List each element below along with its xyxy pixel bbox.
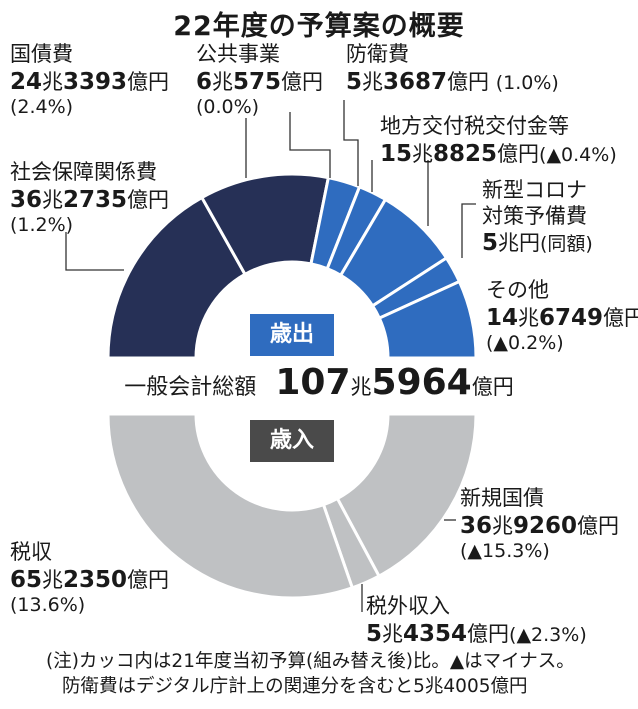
footnote: (注)カッコ内は21年度当初予算(組み替え後)比。▲はマイナス。 防衛費はデジタ… — [46, 650, 575, 700]
label-boei: 防衛費 5兆3687億円 (1.0%) — [346, 42, 559, 95]
total-label: 一般会計総額 — [124, 375, 257, 400]
label-kokusaihi: 国債費 24兆3393億円 (2.4%) — [10, 42, 170, 118]
leader-line-2 — [289, 112, 331, 178]
label-shinki: 新規国債 36兆9260億円 (▲15.3%) — [460, 486, 620, 562]
leader-line-6 — [461, 203, 476, 258]
revenue-slice-1 — [335, 412, 478, 579]
expenditure-slice-1 — [106, 195, 248, 360]
revenue-slice-3 — [106, 412, 355, 600]
footnote-line-1: (注)カッコ内は21年度当初予算(組み替え後)比。▲はマイナス。 — [46, 651, 575, 672]
leader-line-7 — [65, 232, 124, 271]
revenue-badge: 歳入 — [250, 420, 334, 462]
chart-title: 22年度の予算案の概要 — [173, 11, 465, 42]
expenditure-badge: 歳出 — [250, 314, 334, 356]
expenditure-slice-7 — [377, 279, 478, 360]
label-corona: 新型コロナ 対策予備費 5兆円(同額) — [482, 178, 593, 257]
label-sonota: その他 14兆6749億円 (▲0.2%) — [486, 278, 638, 354]
footnote-line-2: 防衛費はデジタル庁計上の関連分を含むと5兆4005億円 — [62, 675, 528, 697]
revenue-half-donut — [106, 412, 478, 600]
label-kokyo: 公共事業 6兆575億円 (0.0%) — [196, 42, 324, 118]
label-zeigai: 税外収入 5兆4354億円(▲2.3%) — [366, 594, 587, 647]
label-chiho: 地方交付税交付金等 15兆8825億円(▲0.4%) — [380, 114, 617, 167]
label-shakai: 社会保障関係費 36兆2735億円 (1.2%) — [10, 160, 170, 236]
total-value: 107兆5964億円 — [275, 362, 514, 403]
leader-lines — [65, 100, 476, 612]
leader-line-3 — [343, 100, 359, 186]
total-amount: 一般会計総額 107兆5964億円 — [0, 362, 638, 403]
label-zeishu: 税収 65兆2350億円 (13.6%) — [10, 540, 170, 616]
expenditure-half-donut — [106, 172, 478, 360]
